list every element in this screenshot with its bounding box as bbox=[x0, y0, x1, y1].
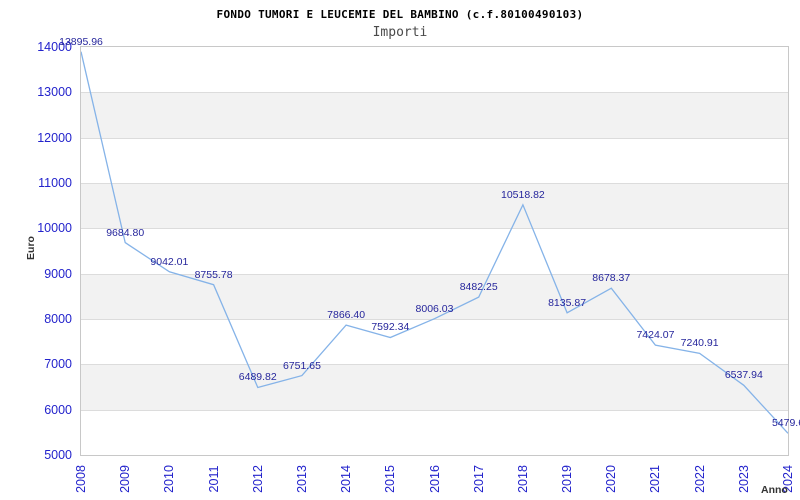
x-tick-label: 2014 bbox=[339, 465, 354, 493]
x-tick-label: 2023 bbox=[736, 465, 751, 493]
data-point-label: 8135.87 bbox=[548, 296, 587, 309]
x-tick-label: 2009 bbox=[118, 465, 133, 493]
y-tick-label: 13000 bbox=[37, 85, 72, 100]
data-point-label: 7240.91 bbox=[680, 337, 719, 350]
series-line bbox=[81, 51, 788, 434]
data-point-label: 5479.6 bbox=[771, 417, 800, 430]
y-tick-label: 12000 bbox=[37, 130, 72, 145]
x-tick-label: 2017 bbox=[471, 465, 486, 493]
y-tick-label: 6000 bbox=[44, 402, 72, 417]
x-tick-label: 2013 bbox=[294, 465, 309, 493]
data-point-label: 6489.82 bbox=[238, 371, 277, 384]
plot-area bbox=[80, 46, 789, 456]
data-point-label: 8482.25 bbox=[459, 281, 498, 294]
y-tick-label: 10000 bbox=[37, 221, 72, 236]
data-point-label: 6751.65 bbox=[282, 359, 321, 372]
data-point-label: 6537.94 bbox=[724, 369, 763, 382]
gridline bbox=[81, 137, 788, 139]
data-point-label: 9684.80 bbox=[106, 226, 145, 239]
x-tick-label: 2012 bbox=[250, 465, 265, 493]
chart-title: FONDO TUMORI E LEUCEMIE DEL BAMBINO (c.f… bbox=[216, 8, 584, 21]
x-tick-label: 2016 bbox=[427, 465, 442, 493]
gridline bbox=[81, 228, 788, 230]
chart-subtitle: Importi bbox=[372, 25, 428, 40]
gridline bbox=[81, 92, 788, 94]
x-tick-label: 2011 bbox=[206, 465, 221, 493]
y-tick-label: 7000 bbox=[44, 357, 72, 372]
y-tick-label: 5000 bbox=[44, 448, 72, 462]
data-point-label: 7424.07 bbox=[636, 329, 675, 342]
x-tick-label: 2015 bbox=[383, 465, 398, 493]
x-axis-title: Anno bbox=[761, 484, 788, 496]
plot-band bbox=[81, 92, 788, 138]
y-tick-label: 8000 bbox=[44, 312, 72, 326]
gridline bbox=[81, 409, 788, 411]
x-tick-label: 2021 bbox=[648, 465, 663, 493]
data-point-label: 8678.37 bbox=[592, 272, 631, 285]
data-point-label: 13895.96 bbox=[59, 35, 103, 48]
x-tick-label: 2018 bbox=[515, 465, 530, 493]
gridline bbox=[81, 364, 788, 366]
x-tick-label: 2010 bbox=[162, 465, 177, 493]
data-point-label: 8755.78 bbox=[194, 268, 233, 281]
gridline bbox=[81, 319, 788, 320]
y-tick-label: 9000 bbox=[44, 266, 72, 281]
plot-band bbox=[81, 273, 788, 319]
x-tick-label: 2019 bbox=[560, 465, 575, 493]
x-tick-label: 2008 bbox=[74, 465, 88, 493]
data-point-label: 7592.34 bbox=[371, 321, 410, 334]
gridline bbox=[81, 273, 788, 275]
data-point-label: 8006.03 bbox=[415, 302, 454, 315]
y-tick-label: 11000 bbox=[38, 176, 72, 190]
x-tick-label: 2020 bbox=[604, 465, 619, 493]
plot-band bbox=[81, 364, 788, 410]
data-point-label: 10518.82 bbox=[500, 188, 545, 201]
data-point-label: 9042.01 bbox=[150, 255, 189, 268]
plot-band bbox=[81, 183, 788, 229]
y-tick-label: 14000 bbox=[37, 40, 72, 54]
x-tick-label: 2022 bbox=[692, 465, 707, 493]
data-point-label: 7866.40 bbox=[327, 309, 366, 322]
series-line-canvas bbox=[81, 51, 788, 434]
gridline bbox=[81, 183, 788, 184]
y-axis-title: Euro bbox=[25, 236, 37, 260]
